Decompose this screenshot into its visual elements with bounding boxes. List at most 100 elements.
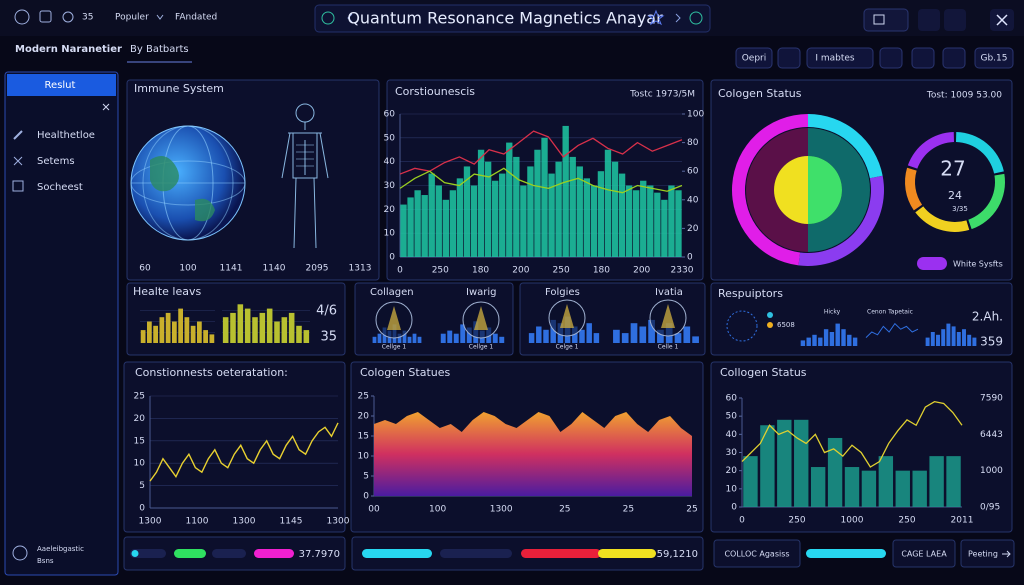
arc-segment [808,156,842,224]
menu[interactable]: Populer [115,13,149,23]
gauge-value: 27 [940,157,965,181]
slider[interactable] [598,549,656,558]
button-label: Gb.15 [981,54,1008,64]
legend-label: White Sysfts [953,260,1003,269]
sidebar-item[interactable]: Socheest [37,182,83,193]
bar [178,308,183,343]
bar [823,329,829,346]
line [741,400,963,468]
nav-next[interactable] [675,13,681,23]
x-tick-label: 180 [593,266,610,276]
panel-title: Iwarig [466,287,497,298]
bar [527,166,534,257]
tab[interactable]: By Batbarts [130,44,189,55]
y-tick-label: 60 [384,110,396,120]
line [865,322,919,338]
sidebar-item[interactable]: Healthetloe [37,130,95,141]
slider[interactable] [130,549,166,558]
bar [296,325,302,343]
star-icon[interactable] [647,9,665,26]
icon[interactable] [62,11,74,23]
bar [456,178,464,257]
bar [466,327,472,343]
slider[interactable] [254,549,294,558]
bar [449,190,457,257]
nav-prev[interactable] [347,13,353,23]
bar [190,325,196,343]
bar [184,317,190,343]
x-tick-label: 0 [739,516,745,526]
x-tick-label: 25 [559,505,570,515]
x-tick-label: 0 [397,266,403,276]
x-tick-label: 25 [623,505,634,515]
bar [303,330,310,343]
y2-label: 7590 [980,394,1003,404]
icon-button[interactable] [918,9,940,31]
y-tick-label: 20 [358,412,370,422]
slider[interactable] [362,549,432,558]
bar [657,329,664,343]
sidebar-item[interactable]: Setems [37,156,75,167]
button[interactable] [960,539,1015,568]
icon-button[interactable] [944,9,966,31]
bar [861,470,877,507]
radial-cone [661,304,675,328]
slider[interactable] [212,549,246,558]
bar [372,336,377,343]
sidebar [4,71,119,576]
line [399,167,683,194]
bar [447,330,453,343]
slider[interactable] [806,549,886,558]
bar [266,308,273,343]
bar [172,321,177,343]
bar [421,195,428,257]
y-tick-label: 50 [726,412,738,422]
y2-tick-label: 100 [687,110,704,120]
icon-button[interactable] [863,8,909,32]
icon-button[interactable] [911,47,935,69]
dropdown[interactable] [806,47,874,69]
y2-tick-label: 0 [687,253,693,263]
slider[interactable] [174,549,206,558]
logo-icon[interactable] [14,9,30,25]
bar [967,334,972,346]
bar [477,149,485,257]
y2-tick-label: 80 [687,138,699,148]
radial-cone [474,306,488,330]
icon-button[interactable] [777,47,801,69]
bar [548,173,555,257]
panel-title: Respuiptors [718,287,783,300]
y2-tick-label: 20 [687,224,699,234]
slider-knob[interactable] [131,550,139,557]
slider[interactable] [521,549,601,558]
bar [576,166,583,257]
active-item[interactable] [7,74,116,96]
close-icon[interactable] [102,103,110,111]
button[interactable] [974,47,1014,69]
icon[interactable] [39,10,52,23]
y-tick-label: 5 [363,472,369,482]
button[interactable] [713,539,801,568]
gauge-value: 3/35 [952,205,968,213]
y2-tick-label: 40 [687,195,699,205]
dropdown-label: I mabtes [815,54,855,64]
bar [930,332,935,346]
bar [583,178,590,257]
bar [674,333,682,343]
panel-value: 2.Ah. [972,310,1003,324]
button[interactable] [735,47,773,69]
x-tick-label: 1145 [280,517,303,527]
button[interactable] [892,539,956,568]
tab[interactable]: FAndated [175,13,217,23]
x-tick-label: 1300 [490,505,513,515]
slider[interactable] [440,549,512,558]
icon-button[interactable] [879,47,903,69]
bar [513,156,520,257]
y-tick-label: 0 [139,504,145,514]
x-tick-label: 2095 [306,264,329,274]
bar [492,333,498,343]
arc-segment [956,132,1004,174]
bar [683,326,691,343]
group-label: Cellge 1 [382,344,407,351]
icon-button[interactable] [942,47,966,69]
